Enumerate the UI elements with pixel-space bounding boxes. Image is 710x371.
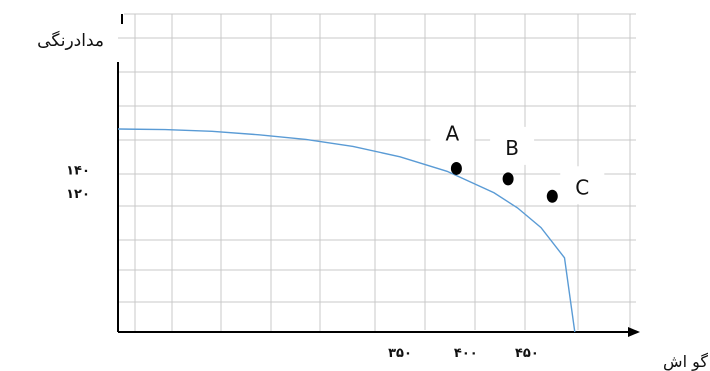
points-layer: A B C bbox=[430, 112, 605, 205]
point-label-box bbox=[560, 166, 605, 205]
point-c bbox=[546, 189, 558, 203]
y-axis-label: مدادرنگی bbox=[37, 30, 104, 51]
x-axis-arrow bbox=[628, 327, 640, 337]
point-label-a: A bbox=[446, 121, 460, 145]
curve-layer bbox=[117, 128, 576, 333]
ppf-curve bbox=[117, 128, 576, 333]
point-label-box bbox=[490, 126, 535, 165]
point-a bbox=[450, 161, 462, 175]
grid-lines bbox=[118, 13, 636, 332]
point-b bbox=[502, 172, 514, 186]
x-tick-label: ۴۵۰ bbox=[515, 346, 539, 361]
axes bbox=[117, 14, 640, 337]
point-label-b: B bbox=[505, 136, 519, 160]
x-tick-label: ۴۰۰ bbox=[454, 346, 478, 361]
point-label-c: C bbox=[575, 175, 589, 199]
point-label-box bbox=[430, 112, 475, 151]
labels-layer: مدادرنگی گو اش ۳۵۰ ۴۰۰ ۴۵۰ ۱۴۰ ۱۲۰ bbox=[37, 30, 708, 371]
x-tick-label: ۳۵۰ bbox=[388, 346, 412, 361]
y-tick-label: ۱۲۰ bbox=[66, 187, 90, 202]
y-tick-label: ۱۴۰ bbox=[66, 164, 90, 179]
tick-label-backdrop bbox=[380, 330, 610, 371]
x-axis-label: گو اش bbox=[663, 352, 708, 371]
